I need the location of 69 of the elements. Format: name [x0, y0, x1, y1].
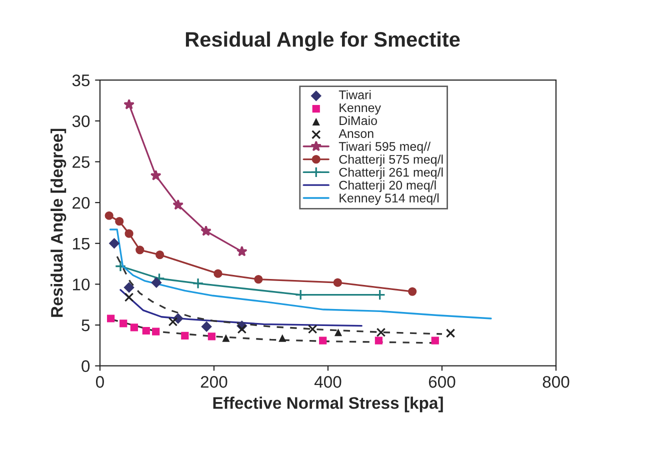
- point: [208, 332, 216, 340]
- y-tick-label: 10: [72, 278, 90, 290]
- point: [201, 321, 212, 332]
- point: [114, 260, 126, 272]
- point: [278, 334, 286, 342]
- line-series: [120, 289, 362, 327]
- point: [168, 317, 178, 326]
- point: [334, 328, 342, 336]
- y-tick-label: 30: [72, 115, 90, 128]
- point: [115, 217, 124, 226]
- point: [236, 246, 248, 256]
- point: [151, 277, 162, 288]
- legend-label: Chatterji 20 meq/l: [339, 180, 436, 192]
- point: [156, 250, 164, 260]
- line-series: [116, 256, 443, 335]
- point: [104, 211, 114, 220]
- point: [192, 278, 204, 290]
- y-tick-label: 20: [72, 196, 90, 209]
- point: [237, 324, 247, 334]
- x-tick-label: 0: [96, 376, 104, 388]
- y-tick-label: 35: [72, 74, 90, 86]
- y-tick-label: 25: [72, 156, 90, 168]
- point: [124, 292, 134, 302]
- point: [124, 282, 134, 293]
- x-tick-label: 600: [428, 376, 456, 388]
- point: [376, 328, 386, 338]
- point: [150, 170, 162, 180]
- point: [408, 287, 417, 296]
- y-tick-label: 0: [82, 360, 90, 372]
- legend-label: Anson: [338, 129, 374, 138]
- point: [142, 326, 150, 335]
- point: [107, 314, 115, 322]
- point: [254, 275, 263, 284]
- point: [152, 328, 160, 336]
- point: [136, 246, 144, 254]
- point: [172, 199, 184, 210]
- legend-label: Chatterji 575 meq/l: [339, 154, 443, 166]
- point: [294, 289, 306, 301]
- point: [120, 320, 128, 328]
- x-tick-label: 200: [200, 376, 228, 388]
- point: [124, 229, 134, 238]
- point: [214, 269, 222, 278]
- point: [124, 98, 135, 110]
- point: [431, 336, 439, 344]
- point: [374, 336, 383, 344]
- legend-label: Chatterji 261 meq/l: [339, 168, 443, 180]
- point: [108, 238, 120, 249]
- x-axis-title: Effective Normal Stress [kpa]: [213, 396, 443, 412]
- chart-title: Residual Angle for Smectite: [186, 32, 460, 52]
- point: [333, 278, 342, 287]
- line-series: [109, 228, 492, 320]
- x-tick-label: 400: [314, 376, 342, 388]
- point: [319, 336, 327, 344]
- legend-label: Kenney: [340, 103, 381, 115]
- point: [222, 334, 230, 342]
- legend-label: Kenney 514 meq/l: [340, 193, 439, 205]
- point: [181, 332, 189, 340]
- legend-label: Tiwari 595 meq//: [338, 142, 431, 154]
- legend-label: DiMaio: [340, 116, 378, 126]
- y-tick-label: 15: [72, 238, 90, 250]
- point: [130, 324, 138, 332]
- point: [446, 328, 456, 338]
- point: [200, 225, 212, 236]
- point: [374, 289, 386, 301]
- y-axis-title: Residual Angle [degree]: [50, 128, 66, 317]
- y-tick-label: 5: [82, 320, 90, 332]
- x-tick-label: 800: [542, 376, 570, 388]
- legend-label: Tiwari: [338, 90, 371, 100]
- point: [308, 324, 318, 334]
